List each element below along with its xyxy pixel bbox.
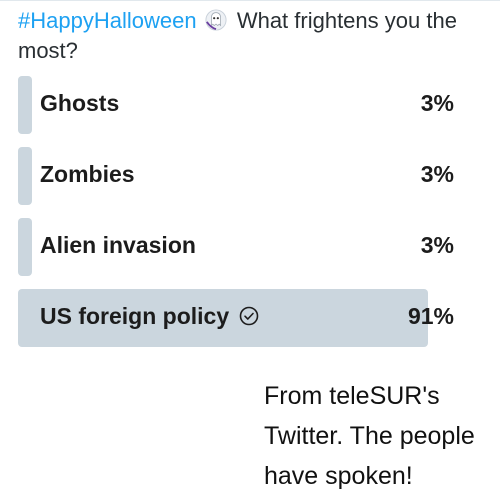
poll-option-label: Alien invasion bbox=[40, 232, 196, 258]
meme-caption: From teleSUR's Twitter. The people have … bbox=[264, 382, 475, 490]
tweet-text: #HappyHalloween What frightens you the m… bbox=[18, 6, 488, 66]
poll-option-label: Ghosts bbox=[40, 90, 120, 116]
poll-bar bbox=[18, 289, 428, 347]
ghost-icon bbox=[205, 9, 227, 31]
poll-bar bbox=[18, 218, 32, 276]
poll-option-ghosts: Ghosts 3% bbox=[18, 76, 468, 134]
poll-option-percent: 3% bbox=[420, 90, 454, 116]
poll-option-zombies: Zombies 3% bbox=[18, 147, 468, 205]
poll-option-us-foreign-policy: US foreign policy 91% bbox=[18, 289, 468, 347]
top-divider bbox=[0, 0, 500, 1]
poll-option-alien-invasion: Alien invasion 3% bbox=[18, 218, 468, 276]
tweet-question-line1: What frightens you the bbox=[236, 8, 457, 33]
hashtag-link[interactable]: #HappyHalloween bbox=[18, 8, 197, 33]
poll-option-label-text: US foreign policy bbox=[40, 303, 230, 329]
poll-option-label: US foreign policy bbox=[40, 303, 259, 330]
tweet-question-line2: most? bbox=[18, 38, 78, 63]
poll-option-percent: 91% bbox=[407, 303, 454, 329]
check-circle-icon bbox=[239, 306, 259, 326]
poll-bar bbox=[18, 147, 32, 205]
poll-option-label: Zombies bbox=[40, 161, 135, 187]
poll-option-percent: 3% bbox=[420, 161, 454, 187]
poll-option-percent: 3% bbox=[420, 232, 454, 258]
poll-bar bbox=[18, 76, 32, 134]
